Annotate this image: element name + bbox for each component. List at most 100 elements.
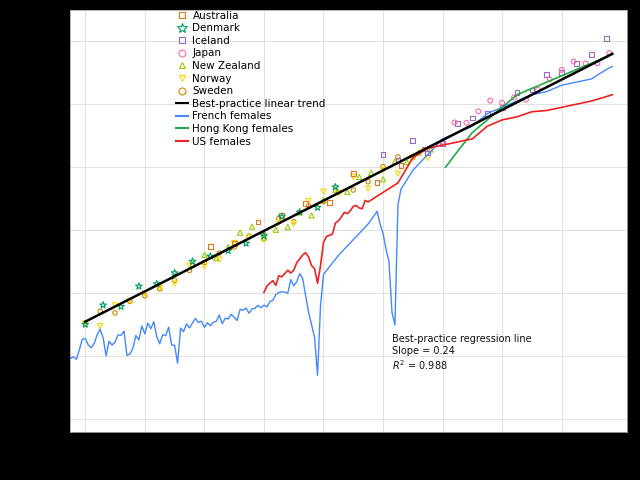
Point (452, 120, 463, 128)
Point (378, 163, 388, 170)
Point (372, 179, 382, 187)
Point (408, 154, 418, 161)
Point (307, 212, 317, 219)
Point (438, 140, 448, 147)
Point (393, 153, 403, 161)
Point (408, 153, 418, 161)
Point (155, 285, 165, 293)
Point (247, 223, 257, 230)
Point (390, 157, 400, 165)
Point (152, 280, 162, 288)
Text: Best-practice regression line
Slope = 0.24
$R^2$ = 0.988: Best-practice regression line Slope = 0.… (392, 335, 532, 372)
Point (378, 176, 388, 183)
Point (223, 247, 234, 254)
Point (527, 86, 537, 94)
Point (303, 202, 314, 210)
Point (244, 234, 254, 241)
Point (393, 157, 403, 165)
Point (259, 232, 269, 240)
Point (110, 301, 120, 309)
Point (601, 35, 611, 42)
Point (116, 303, 126, 311)
Point (485, 96, 495, 104)
Point (342, 188, 353, 196)
Point (184, 262, 195, 270)
Point (199, 263, 209, 270)
Point (205, 252, 216, 260)
Point (223, 243, 234, 251)
Point (393, 170, 403, 178)
Point (512, 89, 522, 97)
X-axis label: Year: Year (335, 459, 363, 473)
Point (140, 292, 150, 300)
Point (312, 204, 323, 211)
Point (80, 321, 90, 328)
Point (330, 183, 340, 191)
Point (497, 104, 508, 111)
Point (283, 223, 293, 231)
Point (318, 188, 328, 195)
Point (303, 197, 314, 205)
Point (259, 231, 269, 239)
Point (294, 208, 305, 216)
Point (413, 149, 424, 156)
Point (586, 50, 596, 58)
Point (155, 284, 165, 292)
Point (482, 109, 492, 117)
Point (363, 178, 373, 186)
Point (422, 149, 433, 157)
Point (497, 99, 508, 107)
Point (110, 309, 120, 317)
Point (402, 158, 412, 166)
Y-axis label: Life expectancy at birth: Life expectancy at birth (28, 151, 41, 291)
Point (318, 196, 328, 204)
Point (557, 69, 567, 77)
Point (241, 240, 251, 247)
Point (214, 256, 225, 264)
Point (348, 186, 358, 194)
Point (276, 212, 287, 219)
Point (235, 229, 245, 237)
Point (98, 301, 108, 309)
Point (449, 119, 460, 126)
Point (473, 108, 483, 115)
Point (422, 154, 433, 162)
Point (134, 282, 144, 290)
Point (324, 198, 335, 206)
Point (276, 213, 287, 220)
Point (294, 209, 305, 216)
Point (408, 137, 418, 144)
Point (572, 60, 582, 68)
Point (274, 215, 284, 222)
Point (604, 49, 614, 57)
Point (568, 58, 579, 65)
Point (188, 258, 198, 265)
Point (289, 218, 299, 226)
Point (214, 249, 225, 257)
Point (301, 200, 311, 208)
Point (259, 236, 269, 244)
Point (420, 145, 430, 153)
Point (205, 242, 216, 250)
Point (330, 186, 340, 193)
Point (271, 226, 281, 234)
Point (140, 289, 150, 297)
Point (199, 259, 209, 266)
Point (467, 114, 477, 122)
Point (396, 161, 406, 169)
Point (541, 71, 552, 79)
Point (95, 322, 106, 330)
Point (521, 96, 531, 103)
Point (184, 267, 195, 275)
Point (557, 66, 567, 74)
Point (259, 234, 269, 241)
Point (333, 189, 344, 196)
Point (426, 145, 436, 153)
Point (199, 251, 209, 259)
Point (592, 60, 602, 67)
Point (253, 218, 263, 226)
Point (211, 254, 221, 262)
Point (348, 173, 358, 180)
Point (188, 261, 198, 268)
Point (509, 94, 519, 101)
